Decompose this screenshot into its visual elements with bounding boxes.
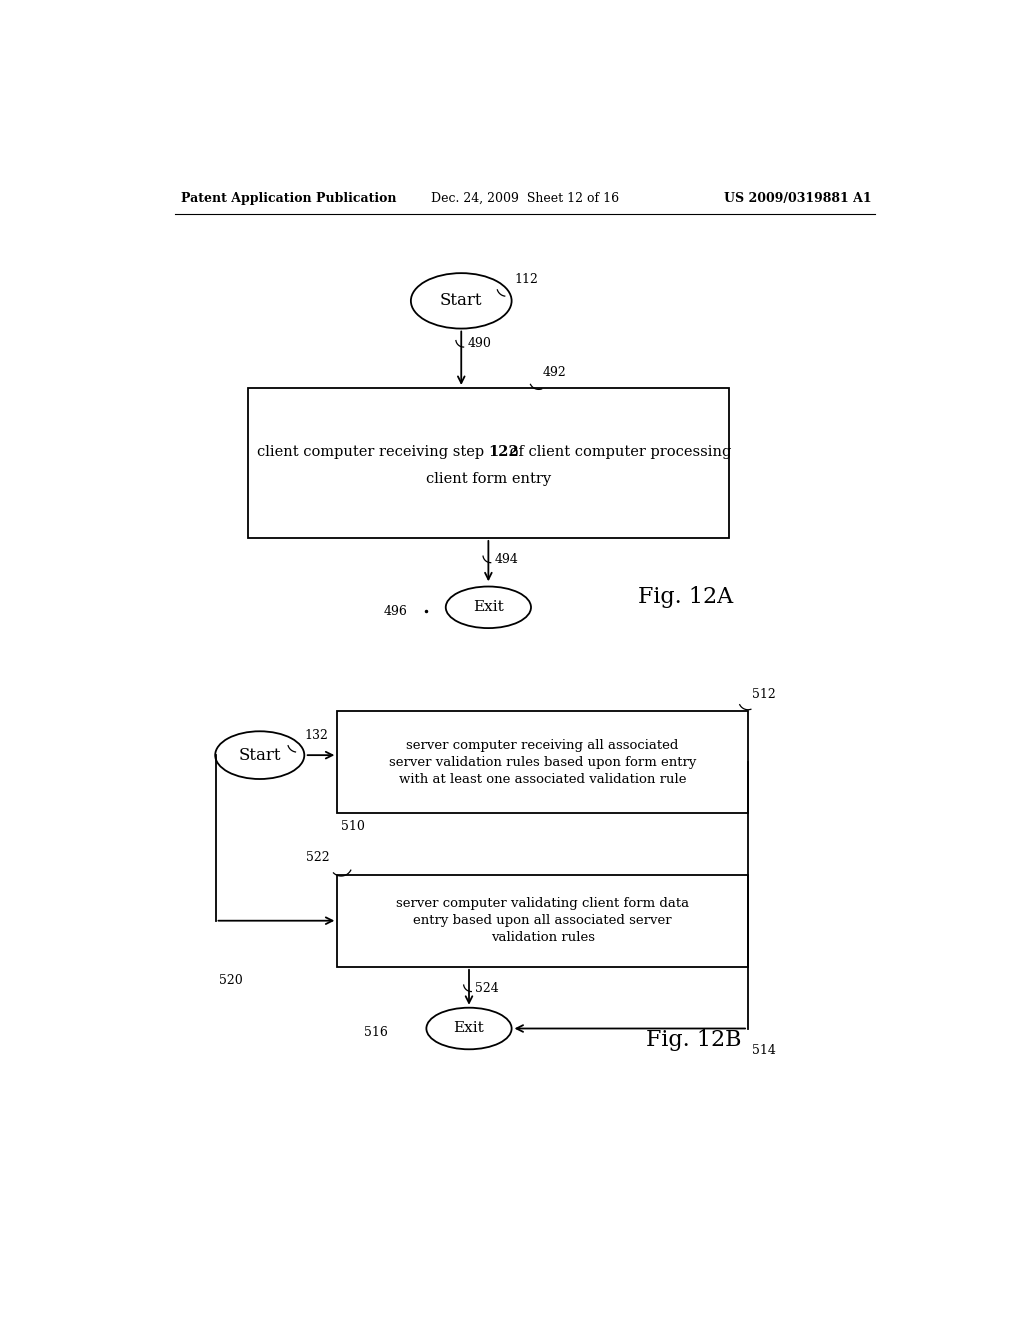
Text: 132: 132: [305, 729, 329, 742]
Text: Start: Start: [239, 747, 281, 764]
Text: 496: 496: [383, 605, 407, 618]
Text: US 2009/0319881 A1: US 2009/0319881 A1: [724, 191, 872, 205]
Bar: [337, 874, 748, 966]
Text: Fig. 12A: Fig. 12A: [638, 586, 733, 609]
Text: Fig. 12B: Fig. 12B: [646, 1030, 741, 1051]
Text: 490: 490: [467, 338, 492, 351]
Text: 512: 512: [752, 688, 775, 701]
Text: client computer receiving step: client computer receiving step: [257, 445, 488, 459]
Text: 112: 112: [514, 273, 538, 286]
Text: 524: 524: [475, 982, 499, 995]
Text: Dec. 24, 2009  Sheet 12 of 16: Dec. 24, 2009 Sheet 12 of 16: [431, 191, 618, 205]
Text: Patent Application Publication: Patent Application Publication: [180, 191, 396, 205]
Text: Exit: Exit: [473, 601, 504, 614]
Bar: [248, 388, 729, 539]
Text: 510: 510: [341, 820, 365, 833]
Text: Exit: Exit: [454, 1022, 484, 1035]
Text: server computer validating client form data: server computer validating client form d…: [396, 898, 689, 911]
Text: 522: 522: [306, 851, 330, 865]
Text: server computer receiving all associated: server computer receiving all associated: [407, 739, 679, 751]
Text: 494: 494: [495, 553, 518, 566]
Text: Start: Start: [440, 292, 482, 309]
Text: entry based upon all associated server: entry based upon all associated server: [414, 915, 672, 927]
Text: 514: 514: [752, 1044, 776, 1056]
Text: 516: 516: [364, 1026, 388, 1039]
Text: client form entry: client form entry: [426, 473, 551, 487]
Text: validation rules: validation rules: [490, 931, 595, 944]
Text: server validation rules based upon form entry: server validation rules based upon form …: [389, 755, 696, 768]
Bar: [337, 711, 748, 813]
Text: of client computer processing: of client computer processing: [505, 445, 731, 459]
Text: 492: 492: [543, 366, 566, 379]
Text: 520: 520: [219, 974, 244, 987]
Text: 122: 122: [488, 445, 519, 459]
Text: with at least one associated validation rule: with at least one associated validation …: [399, 772, 686, 785]
